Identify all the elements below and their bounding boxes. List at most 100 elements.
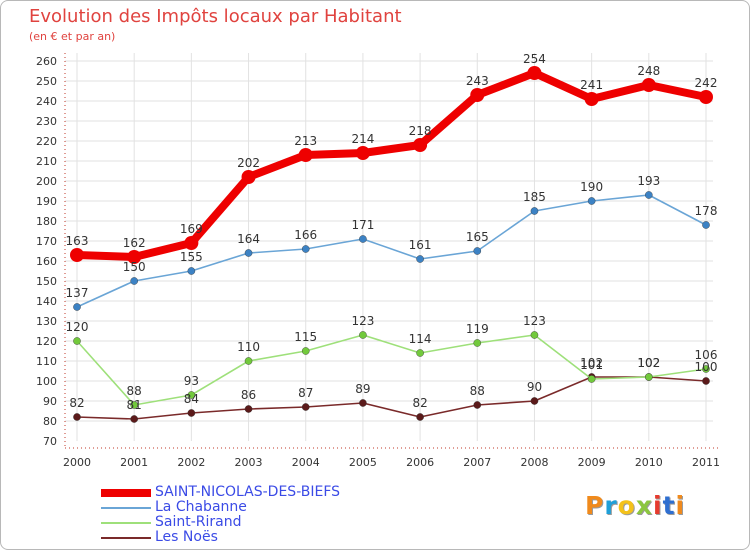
y-tick-label: 250: [36, 75, 57, 88]
data-label: 254: [523, 52, 546, 66]
data-point: [702, 221, 710, 229]
data-label: 214: [351, 132, 374, 146]
grid: [65, 53, 713, 441]
y-tick-label: 140: [36, 295, 57, 308]
data-point: [641, 78, 656, 92]
data-point: [416, 349, 424, 357]
data-label: 114: [409, 332, 432, 346]
data-label: 89: [355, 382, 370, 396]
data-point: [473, 339, 482, 347]
data-label: 169: [180, 222, 203, 236]
data-point: [73, 337, 81, 345]
legend-label: Saint-Rirand: [155, 514, 242, 530]
y-tick-label: 120: [36, 335, 57, 348]
data-label: 82: [412, 396, 427, 410]
data-label: 106: [695, 348, 718, 362]
data-point: [70, 248, 84, 262]
data-label: 119: [466, 322, 489, 336]
data-point: [470, 88, 485, 102]
x-tick-label: 2010: [635, 456, 663, 469]
data-label: 161: [409, 238, 432, 252]
legend-swatch: [101, 489, 151, 497]
y-tick-label: 200: [36, 175, 57, 188]
data-label: 115: [294, 330, 317, 344]
data-point: [587, 197, 596, 205]
logo-letter: r: [604, 491, 618, 520]
data-point: [702, 377, 710, 385]
data-point: [298, 148, 313, 162]
data-label: 213: [294, 134, 317, 148]
data-point: [301, 403, 310, 411]
logo-letter: i: [653, 491, 663, 520]
legend-label: SAINT-NICOLAS-DES-BIEFS: [155, 484, 341, 500]
data-point: [130, 277, 138, 285]
data-point: [73, 413, 81, 421]
data-point: [702, 365, 710, 373]
legend-swatch: [101, 507, 151, 509]
data-point: [530, 331, 539, 339]
data-label: 171: [351, 218, 374, 232]
x-tick-label: 2005: [349, 456, 377, 469]
data-point: [587, 375, 596, 383]
data-label: 137: [66, 286, 89, 300]
y-tick-label: 170: [36, 235, 57, 248]
data-label: 120: [66, 320, 89, 334]
data-point: [241, 170, 256, 184]
data-label: 178: [695, 204, 718, 218]
data-label: 86: [241, 388, 256, 402]
x-tick-label: 2000: [63, 456, 91, 469]
y-tick-label: 130: [36, 315, 57, 328]
data-label: 88: [127, 384, 142, 398]
chart-title: Evolution des Impôts locaux par Habitant: [29, 6, 402, 27]
data-label: 82: [69, 396, 84, 410]
y-tick-label: 240: [36, 95, 57, 108]
data-label: 123: [523, 314, 546, 328]
x-tick-label: 2009: [578, 456, 606, 469]
legend-label: La Chabanne: [155, 499, 247, 515]
series-line-2: [76, 194, 707, 308]
data-point: [416, 255, 424, 263]
x-tick-label: 2004: [292, 456, 320, 469]
data-label: 163: [66, 234, 89, 248]
x-tick-label: 2007: [463, 456, 491, 469]
data-label: 155: [180, 250, 203, 264]
data-label: 110: [237, 340, 260, 354]
logo-letter: i: [675, 491, 686, 520]
data-label: 102: [637, 356, 660, 370]
data-point: [130, 401, 138, 409]
y-tick-label: 150: [36, 275, 57, 288]
data-label: 165: [466, 230, 489, 244]
y-tick-label: 230: [36, 115, 57, 128]
y-tick-label: 220: [36, 135, 57, 148]
axes: 7080901001101201301401501601701801902002…: [36, 53, 720, 469]
y-tick-label: 210: [36, 155, 57, 168]
data-point: [355, 146, 370, 160]
data-point: [584, 92, 599, 106]
data-point: [359, 235, 367, 243]
data-label: 81: [127, 398, 142, 412]
data-label: 88: [470, 384, 485, 398]
data-point: [645, 373, 653, 381]
data-point: [699, 90, 713, 104]
data-point: [527, 66, 542, 80]
x-tick-label: 2001: [120, 456, 148, 469]
y-tick-label: 90: [43, 395, 57, 408]
data-label: 101: [580, 358, 603, 372]
proxiti-logo: Proxiti: [585, 491, 685, 520]
series-line-1: [73, 69, 710, 261]
data-label: 123: [351, 314, 374, 328]
data-point: [530, 397, 539, 405]
data-label: 90: [527, 380, 542, 394]
y-tick-label: 70: [43, 435, 57, 448]
data-point: [473, 401, 482, 409]
series-line-4: [76, 376, 707, 420]
x-tick-label: 2002: [177, 456, 205, 469]
data-point: [244, 249, 253, 257]
data-label: 241: [580, 78, 603, 92]
data-point: [184, 236, 199, 250]
x-tick-label: 2008: [520, 456, 548, 469]
data-label: 193: [637, 174, 660, 188]
data-point: [301, 347, 310, 355]
data-label: 102: [637, 356, 660, 370]
